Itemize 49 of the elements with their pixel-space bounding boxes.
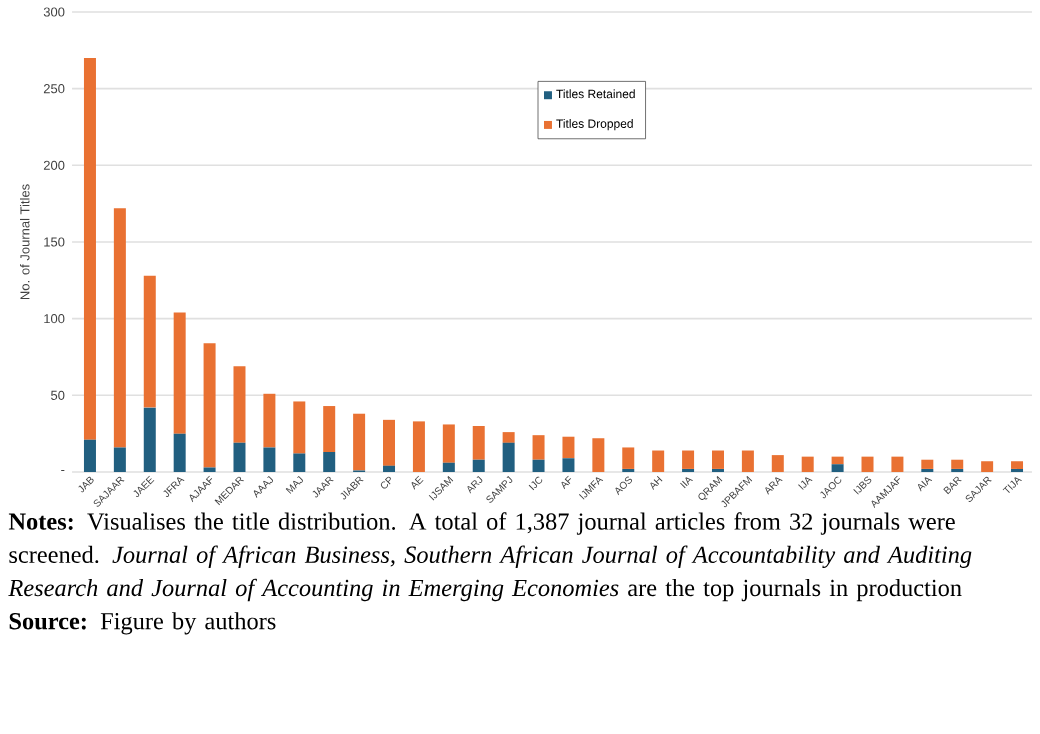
bar	[472, 459, 485, 472]
bar	[891, 456, 904, 472]
bar	[323, 406, 336, 453]
bar	[801, 456, 814, 472]
bar	[502, 432, 515, 443]
bar	[921, 459, 934, 469]
bar	[113, 447, 126, 472]
bar	[562, 458, 575, 472]
bar	[173, 312, 186, 434]
bar	[1011, 461, 1024, 469]
text: Source: Figure by authors	[9, 612, 276, 635]
bar	[562, 436, 575, 459]
bar	[383, 419, 396, 466]
bar	[592, 438, 605, 472]
bar	[233, 366, 246, 443]
bar	[652, 450, 665, 472]
bar	[143, 407, 156, 472]
bar	[233, 442, 246, 472]
bar	[203, 343, 216, 468]
bar	[741, 450, 754, 472]
bar	[711, 450, 724, 469]
bar	[532, 459, 545, 472]
bar	[143, 275, 156, 408]
bar	[293, 453, 306, 472]
bar	[981, 461, 994, 472]
bar	[472, 425, 485, 460]
text: Notes: Visualises the title distribution. A total of 1,387 journal articles from 32 journals were screened. Journal of African Business, Southern African Journal of Accountability and Auditing Research and Journal of Accounting in Emerging Economies are the top journals in production	[8, 512, 972, 602]
bar	[323, 452, 336, 472]
bar	[293, 401, 306, 454]
bar	[771, 455, 784, 472]
bar	[861, 456, 874, 472]
bar	[682, 450, 695, 469]
bar	[383, 465, 396, 472]
bar	[83, 439, 96, 472]
bar	[951, 459, 964, 469]
bar	[622, 447, 635, 469]
bar	[173, 433, 186, 472]
bar	[412, 421, 425, 472]
bar	[353, 413, 366, 471]
bar	[442, 424, 455, 463]
bar	[831, 464, 844, 472]
bar	[83, 58, 96, 440]
bar	[442, 462, 455, 472]
bar	[263, 393, 276, 448]
bar	[113, 208, 126, 448]
bar	[831, 456, 844, 465]
bar	[532, 435, 545, 460]
bar	[502, 442, 515, 472]
bar	[263, 447, 276, 472]
